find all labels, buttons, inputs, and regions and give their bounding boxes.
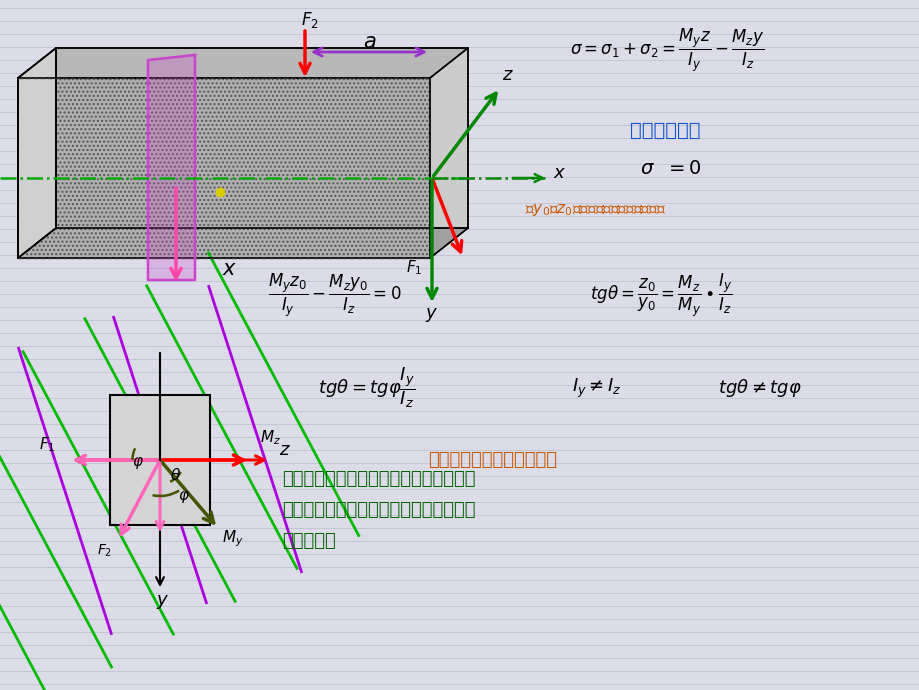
Text: $a$: $a$: [363, 32, 376, 52]
Text: $tg\theta =\dfrac{z_0}{y_0}=\dfrac{M_z}{M_y}\bullet\dfrac{I_y}{I_z}$: $tg\theta =\dfrac{z_0}{y_0}=\dfrac{M_z}{…: [589, 271, 732, 319]
Text: 中性轴位置：: 中性轴位置：: [630, 121, 699, 139]
Bar: [110, 395, 210, 525]
Text: $\varphi$: $\varphi$: [177, 489, 189, 505]
Text: $y$: $y$: [425, 306, 438, 324]
Text: 令$y_0$，$z_0$代表中性轴上任一点的坐标: 令$y_0$，$z_0$代表中性轴上任一点的坐标: [525, 202, 665, 218]
Text: $\dfrac{M_y z_0}{I_y}-\dfrac{M_z y_0}{I_z}=0$: $\dfrac{M_y z_0}{I_y}-\dfrac{M_z y_0}{I_…: [267, 271, 401, 319]
Text: $F_1$: $F_1$: [405, 259, 422, 277]
Text: $x$: $x$: [222, 259, 237, 279]
Text: $\sigma =\sigma_1 +\sigma_2 =\dfrac{M_y z}{I_y}-\dfrac{M_z y}{I_z}$: $\sigma =\sigma_1 +\sigma_2 =\dfrac{M_y …: [570, 26, 764, 74]
Text: $tg\theta \neq tg\varphi$: $tg\theta \neq tg\varphi$: [717, 377, 800, 399]
Polygon shape: [429, 48, 468, 258]
Text: $F_1$: $F_1$: [39, 435, 55, 454]
Text: $z$: $z$: [278, 441, 290, 459]
Polygon shape: [18, 48, 56, 258]
Text: $F_2$: $F_2$: [96, 543, 112, 560]
Text: $x$: $x$: [552, 164, 566, 182]
Polygon shape: [18, 228, 468, 258]
Text: $\varphi$: $\varphi$: [131, 455, 143, 471]
Text: $M_z$: $M_z$: [260, 428, 280, 446]
Text: $I_y \neq I_z$: $I_y \neq I_z$: [572, 377, 621, 400]
Text: $\sigma\ \ =0$: $\sigma\ \ =0$: [640, 159, 701, 177]
Polygon shape: [18, 78, 429, 258]
Polygon shape: [148, 55, 195, 280]
Text: $M_y$: $M_y$: [221, 528, 244, 549]
Text: $\theta$: $\theta$: [170, 467, 181, 483]
Text: 外力与中性轴并不互相垂直: 外力与中性轴并不互相垂直: [427, 451, 556, 469]
Text: $z$: $z$: [502, 66, 514, 84]
Text: $y$: $y$: [156, 593, 169, 611]
Text: 斜弯曲时，横截面的中性轴是一条通过截
面形心的斜直线。一般情况下，中性轴不
与外力垂直: 斜弯曲时，横截面的中性轴是一条通过截 面形心的斜直线。一般情况下，中性轴不 与外…: [282, 471, 475, 550]
Polygon shape: [18, 48, 468, 78]
Text: $F_2$: $F_2$: [301, 10, 319, 30]
Text: $tg\theta =tg\varphi\dfrac{I_y}{I_z}$: $tg\theta =tg\varphi\dfrac{I_y}{I_z}$: [318, 366, 414, 411]
